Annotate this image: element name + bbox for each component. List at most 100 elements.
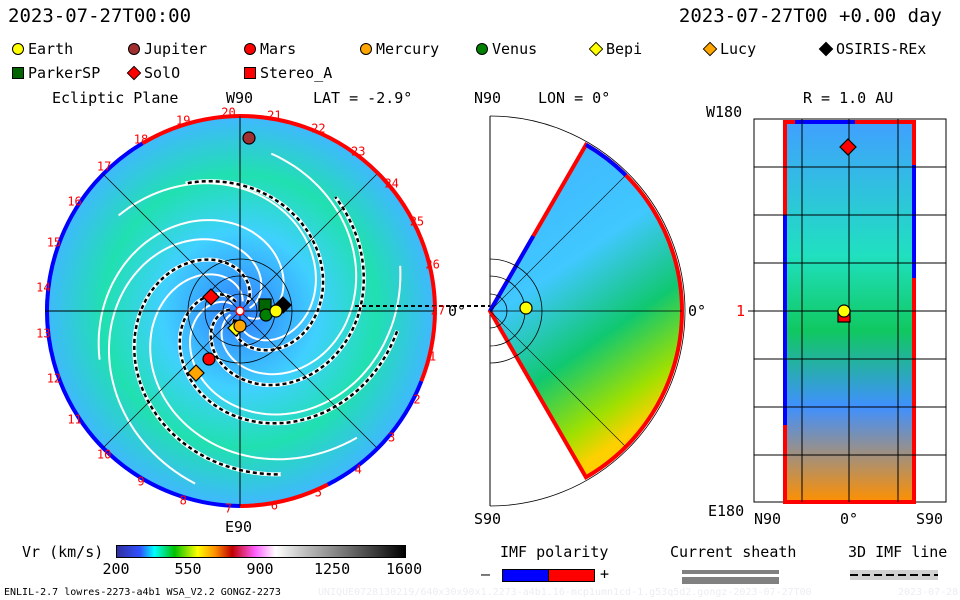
imf-polarity-positive-arc xyxy=(239,482,329,508)
circle-marker-icon xyxy=(244,43,256,55)
footer-model-info: ENLIL-2.7 lowres-2273-a4b1 WSA_V2.2 GONG… xyxy=(4,587,281,598)
colorbar-tick: 200 xyxy=(102,560,130,578)
legend-item-solo: SolO xyxy=(126,64,181,82)
imf-minus: – xyxy=(481,565,491,583)
imf-polarity-negative-arc xyxy=(584,142,628,177)
legend-label: Mars xyxy=(260,40,297,58)
colorbar xyxy=(116,545,406,558)
day-label: 18 xyxy=(133,132,149,147)
circle-marker-icon xyxy=(12,43,24,55)
legend-item-mars: Mars xyxy=(244,40,296,58)
day-label: 22 xyxy=(311,121,326,136)
legend-label: Mercury xyxy=(376,40,440,58)
day-label: 2 xyxy=(413,392,421,407)
meridional-outline xyxy=(489,115,686,507)
meridional-lon: LON = 0° xyxy=(538,89,611,107)
sphere-bottom-left: E180 xyxy=(708,502,745,520)
day-label: 11 xyxy=(67,412,82,427)
day-label: 16 xyxy=(67,194,82,209)
day-label: 23 xyxy=(351,144,366,159)
day-label: 7 xyxy=(224,501,233,516)
lucy-marker-icon xyxy=(187,364,205,382)
colorbar-label: Vr (km/s) xyxy=(22,543,104,561)
imf-field-line xyxy=(188,265,402,416)
legend-item-venus: Venus xyxy=(476,40,537,58)
sphere-title: R = 1.0 AU xyxy=(803,89,894,107)
day-label: 26 xyxy=(425,257,440,272)
day-label: 15 xyxy=(46,235,62,250)
day-label: 8 xyxy=(179,493,187,508)
legend-item-stereoa: Stereo_A xyxy=(244,64,332,82)
imf-positive-bar xyxy=(548,569,595,582)
orbit-circle xyxy=(187,258,293,364)
day-label: 3 xyxy=(388,430,396,445)
imf-field-line xyxy=(117,182,317,342)
circle-marker-icon xyxy=(360,43,372,55)
orbit-arc xyxy=(489,258,543,364)
legend-label: Bepi xyxy=(606,40,643,58)
legend-item-mercury: Mercury xyxy=(360,40,439,58)
day-label: 19 xyxy=(175,113,191,128)
imfline-sample xyxy=(850,570,938,580)
legend-label: SolO xyxy=(144,64,181,82)
legend-item-parkersp: ParkerSP xyxy=(12,64,100,82)
circle-marker-icon xyxy=(128,43,140,55)
sun-icon xyxy=(235,306,245,316)
day-label: 21 xyxy=(267,108,282,123)
imf-plus: + xyxy=(600,565,610,583)
legend-label: Lucy xyxy=(720,40,757,58)
jupiter-marker-icon xyxy=(242,131,256,145)
earth-marker-icon xyxy=(269,304,283,318)
legend-item-earth: Earth xyxy=(12,40,73,58)
day-label: 24 xyxy=(384,176,399,191)
circle-marker-icon xyxy=(476,43,488,55)
legend-item-lucy: Lucy xyxy=(702,40,757,58)
sphere-x-right: S90 xyxy=(916,510,944,528)
meridional-right-label: 0° xyxy=(688,302,707,320)
sphere-x-mid: 0° xyxy=(840,510,859,528)
day-label: 13 xyxy=(36,326,51,341)
legend-label: Jupiter xyxy=(144,40,208,58)
sphere-mid-left: 1 xyxy=(736,302,746,320)
ecliptic-right-label: 0° xyxy=(448,302,467,320)
day-label: 27 xyxy=(430,303,446,318)
day-label: 9 xyxy=(137,474,145,489)
ecliptic-lat: LAT = -2.9° xyxy=(313,89,413,107)
solo-marker-icon xyxy=(202,288,220,306)
current-sheath-line xyxy=(185,179,326,353)
ecliptic-title: Ecliptic Plane xyxy=(52,89,179,107)
right-timestamp: 2023-07-27T00 +0.00 day xyxy=(678,5,942,27)
imf-polarity-negative-arc xyxy=(326,380,424,487)
mercury-marker-icon xyxy=(233,319,247,333)
sphere-x-left: N90 xyxy=(754,510,782,528)
left-timestamp: 2023-07-27T00:00 xyxy=(8,5,192,27)
legend-label: OSIRIS-REx xyxy=(836,40,927,58)
imf-polarity-negative-edge xyxy=(488,235,535,312)
ecliptic-top-label: W90 xyxy=(226,89,254,107)
day-label: 14 xyxy=(36,280,51,295)
current-sheath-line xyxy=(133,258,281,476)
imf-field-line xyxy=(149,273,358,461)
mars-marker-icon xyxy=(202,352,216,366)
legend-item-bepi: Bepi xyxy=(588,40,643,58)
square-marker-icon xyxy=(12,67,24,79)
colorbar-tick: 1250 xyxy=(314,560,351,578)
square-marker-icon xyxy=(244,67,256,79)
sheath-title: Current sheath xyxy=(670,543,797,561)
colorbar-tick: 1600 xyxy=(386,560,423,578)
sheath-line-sample xyxy=(682,570,779,577)
imf-polarity-negative-arc xyxy=(45,141,241,508)
colorbar-tick: 550 xyxy=(174,560,202,578)
footer-run-id: UNIQUE0728130219/640x30x90x1.2273-a4b1.1… xyxy=(318,587,812,598)
day-label: 1 xyxy=(429,349,437,364)
imfline-title: 3D IMF line xyxy=(848,543,948,561)
sphere-top-left: W180 xyxy=(706,103,743,121)
day-label: 5 xyxy=(314,485,323,500)
legend-label: Earth xyxy=(28,40,74,58)
legend-item-osirisrex: OSIRIS-REx xyxy=(818,40,927,58)
imf-negative-bar xyxy=(502,569,550,582)
day-label: 20 xyxy=(221,105,236,120)
imf-polarity-positive-arc xyxy=(239,114,438,382)
footer-date: 2023-07-28 xyxy=(898,587,959,598)
